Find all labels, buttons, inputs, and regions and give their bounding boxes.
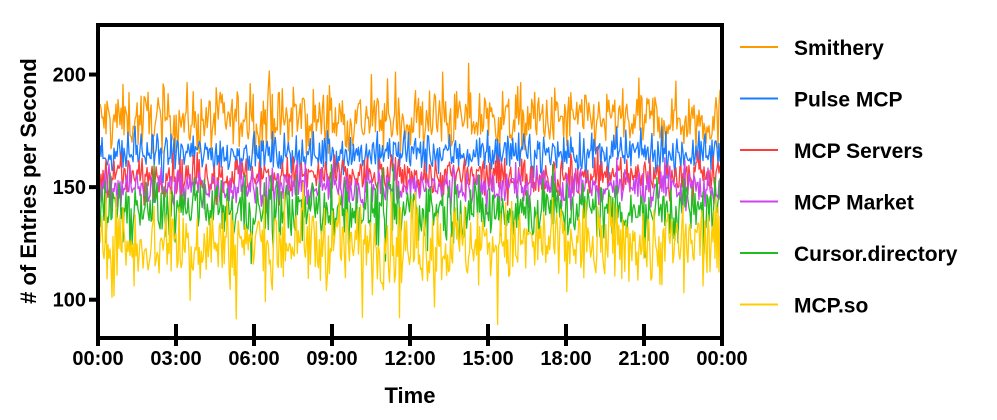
x-tick-label: 12:00 — [384, 348, 435, 370]
series-line-1 — [99, 125, 721, 184]
y-tick-label: 100 — [53, 290, 86, 312]
x-tick-label: 03:00 — [150, 348, 201, 370]
x-tick-label: 18:00 — [540, 348, 591, 370]
x-tick-label: 06:00 — [228, 348, 279, 370]
x-tick-label: 15:00 — [462, 348, 513, 370]
legend-label: Pulse MCP — [794, 89, 903, 112]
legend-label: MCP.so — [794, 295, 868, 318]
legend-label: Smithery — [794, 37, 884, 60]
series-layer — [99, 62, 721, 326]
legend-label: MCP Servers — [794, 140, 923, 163]
legend: Smithery Pulse MCP MCP Servers MCP Market Cu… — [740, 37, 958, 318]
x-axis: 00:00 03:00 06:00 09:00 12:00 15:00 18:00 21:00… — [72, 324, 748, 370]
series-line-4 — [99, 163, 721, 265]
x-tick-label: 09:00 — [306, 348, 357, 370]
x-tick-label: 00:00 — [696, 348, 747, 370]
y-axis-title: # of Entries per Second — [16, 58, 41, 304]
series-line-5 — [99, 181, 721, 326]
y-tick-label: 200 — [53, 65, 86, 87]
legend-label: MCP Market — [794, 192, 914, 215]
y-tick-label: 150 — [53, 177, 86, 199]
x-tick-label: 00:00 — [72, 348, 123, 370]
y-axis: 100 150 200 — [53, 65, 98, 312]
x-axis-title: Time — [385, 383, 436, 408]
legend-label: Cursor.directory — [794, 243, 958, 266]
x-tick-label: 21:00 — [618, 348, 669, 370]
